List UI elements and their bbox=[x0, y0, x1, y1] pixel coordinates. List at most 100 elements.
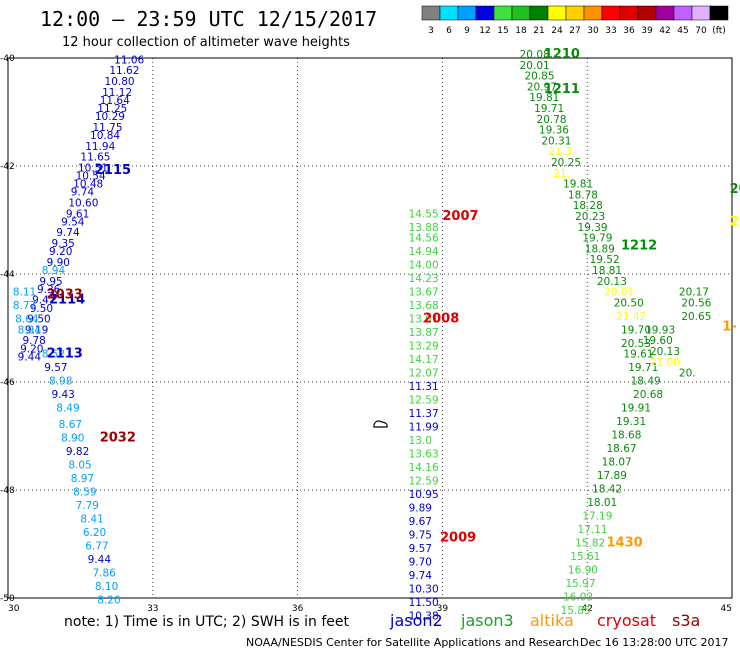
swh-value: 19.31 bbox=[616, 416, 646, 428]
swh-value: 9.70 bbox=[409, 557, 432, 569]
swh-value: 17.89 bbox=[597, 470, 627, 482]
swh-value: 19.81 bbox=[563, 179, 593, 191]
swh-value: 19.81 bbox=[529, 92, 559, 104]
satellite-name: cryosat bbox=[597, 611, 656, 630]
legend-swatch bbox=[691, 5, 711, 21]
swh-value: 20.78 bbox=[537, 114, 567, 126]
swh-value: 20.97 bbox=[527, 81, 557, 93]
pass-time-label: 2114 bbox=[49, 293, 85, 308]
swh-value: 21.42 bbox=[616, 311, 646, 323]
legend-label: 21 bbox=[533, 26, 544, 36]
page-subtitle: 12 hour collection of altimeter wave hei… bbox=[62, 35, 350, 50]
pass-time-label: 2113 bbox=[47, 347, 83, 362]
footer-credit: NOAA/NESDIS Center for Satellite Applica… bbox=[246, 636, 579, 649]
satellite-legend: jason2 jason3 altika cryosat s3a bbox=[389, 611, 700, 630]
swh-value: 8.94 bbox=[42, 265, 66, 277]
swh-value: 13.01 bbox=[409, 314, 439, 326]
swh-value: 19.93 bbox=[645, 324, 675, 336]
swh-value: 8.98 bbox=[49, 376, 72, 388]
swh-value: 13.63 bbox=[409, 449, 439, 461]
swh-value: 11.75 bbox=[92, 122, 122, 134]
swh-value: 13.0 bbox=[409, 435, 432, 447]
swh-value: 8.94 bbox=[18, 324, 42, 336]
swh-value: 9.20 bbox=[49, 246, 72, 258]
swh-value: 11.06 bbox=[114, 54, 144, 66]
legend-label: 12 bbox=[479, 26, 490, 36]
satellite-name: jason2 bbox=[389, 611, 443, 630]
swh-value: 8.67 bbox=[59, 419, 82, 431]
legend-label: 18 bbox=[515, 26, 527, 36]
longitude-ticks: 30 33 36 39 42 45 bbox=[8, 604, 732, 614]
swh-value: 10.38 bbox=[409, 611, 439, 623]
swh-value: 10.80 bbox=[105, 76, 135, 88]
y-tick-label: -46 bbox=[0, 378, 15, 388]
legend-swatch bbox=[637, 5, 657, 21]
legend-label: 70 bbox=[695, 26, 707, 36]
swh-value: 21.00 bbox=[650, 357, 680, 369]
swh-value: 13.29 bbox=[409, 341, 439, 353]
legend-label: 6 bbox=[446, 26, 452, 36]
swh-value: 9.35 bbox=[51, 238, 74, 250]
pass-time-label: 1212 bbox=[621, 239, 657, 254]
lat-lon-grid bbox=[8, 58, 732, 598]
swh-value: 8.59 bbox=[73, 486, 96, 498]
swh-value: 8.05 bbox=[68, 459, 91, 471]
swh-value: 18.07 bbox=[602, 457, 632, 469]
map-frame bbox=[7, 57, 733, 599]
swh-value: 12.59 bbox=[409, 476, 439, 488]
swh-value: 19.52 bbox=[590, 254, 620, 266]
swh-value: 21. bbox=[553, 168, 570, 180]
island-outline bbox=[373, 420, 388, 428]
legend-label: 3 bbox=[428, 26, 434, 36]
pass-time-labels: 1210 1211 1212 2115 2114 2113 2033 2032 2007 2008… bbox=[47, 47, 740, 551]
x-tick-label: 42 bbox=[581, 604, 592, 614]
swh-value: 8.52 bbox=[42, 349, 65, 361]
swh-value: 20.31 bbox=[541, 135, 571, 147]
pass-time-label: 1430 bbox=[607, 536, 643, 551]
swh-value: 12.59 bbox=[409, 395, 439, 407]
swh-value: 20.01 bbox=[604, 287, 634, 299]
swh-value: 8.20 bbox=[97, 594, 120, 606]
swh-value: 11.94 bbox=[85, 141, 115, 153]
legend-label: 30 bbox=[587, 26, 599, 36]
swh-value: 17.11 bbox=[578, 524, 608, 536]
swh-value: 10.29 bbox=[95, 111, 125, 123]
legend-swatch bbox=[565, 5, 585, 21]
swh-value: 9.89 bbox=[409, 503, 432, 515]
swh-value: 14.17 bbox=[409, 354, 439, 366]
legend-swatch bbox=[673, 5, 693, 21]
swh-value: 9.44 bbox=[18, 351, 42, 363]
swh-value: 19.60 bbox=[643, 335, 673, 347]
legend-swatch bbox=[421, 5, 441, 21]
pass-time-label: 1211 bbox=[544, 82, 580, 97]
swh-value: 20.56 bbox=[681, 297, 711, 309]
legend-swatch bbox=[583, 5, 603, 21]
swh-value: 14.23 bbox=[409, 273, 439, 285]
satellite-name: altika bbox=[530, 611, 574, 630]
swh-value: 7.86 bbox=[92, 567, 116, 579]
swh-value: 9.50 bbox=[27, 314, 50, 326]
swh-value: 11.31 bbox=[409, 381, 439, 393]
swh-value: 15.97 bbox=[565, 578, 595, 590]
swh-value: 14.16 bbox=[409, 462, 439, 474]
swh-value: 14.00 bbox=[409, 260, 439, 272]
swh-value: 19.36 bbox=[539, 125, 569, 137]
y-tick-label: -44 bbox=[0, 270, 15, 280]
swh-value: 20.17 bbox=[679, 287, 709, 299]
swh-value: 8.77 bbox=[13, 300, 36, 312]
pass-time-label: 2008 bbox=[423, 312, 459, 327]
swh-value: 10.48 bbox=[73, 179, 103, 191]
swh-value: 18.67 bbox=[607, 443, 637, 455]
legend-label: 39 bbox=[641, 26, 653, 36]
footer-note: note: 1) Time is in UTC; 2) SWH is in fe… bbox=[64, 614, 350, 630]
swh-value: 8.97 bbox=[71, 473, 94, 485]
swh-value: 9.57 bbox=[44, 362, 67, 374]
swh-value: 14.56 bbox=[409, 233, 439, 245]
swh-value: 10.30 bbox=[409, 584, 439, 596]
swh-value: 18.89 bbox=[585, 243, 615, 255]
swh-value: 18.68 bbox=[611, 430, 641, 442]
legend-label: 27 bbox=[569, 26, 580, 36]
color-legend: 3 6 9 12 15 18 21 24 27 30 33 36 39 42 45 70 (ft) bbox=[421, 5, 729, 36]
swh-value: 9.36 bbox=[37, 284, 61, 296]
